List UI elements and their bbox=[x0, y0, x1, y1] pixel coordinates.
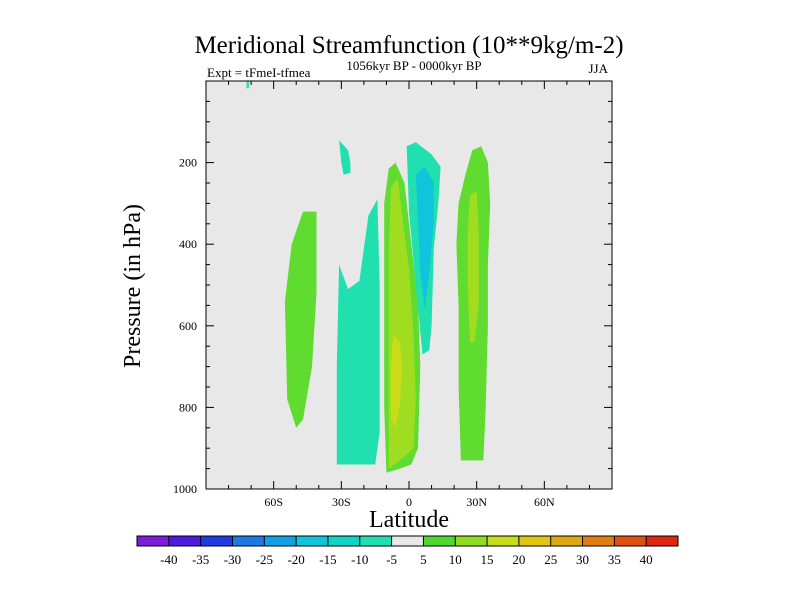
y-tick-label: 400 bbox=[179, 237, 197, 251]
contour-region-equatorial-upper-core bbox=[391, 189, 398, 241]
colorbar-swatch bbox=[455, 536, 488, 546]
colorbar-label: 10 bbox=[449, 552, 462, 567]
contour-region-sh-mid-positive bbox=[284, 211, 317, 428]
x-tick-label: 60S bbox=[264, 495, 283, 509]
colorbar-label: -30 bbox=[224, 552, 241, 567]
colorbar-label: -5 bbox=[386, 552, 397, 567]
chart-title: Meridional Streamfunction (10**9kg/m-2) bbox=[194, 32, 623, 59]
colorbar-label: -10 bbox=[351, 552, 368, 567]
colorbar-swatch bbox=[264, 536, 297, 546]
y-tick-label: 200 bbox=[179, 156, 197, 170]
colorbar-swatch bbox=[646, 536, 679, 546]
colorbar-label: 25 bbox=[544, 552, 557, 567]
colorbar: -40 -35 -30 -25 -20 -15 -10 -5 5 10 15 20 25 30 35 40 bbox=[136, 535, 679, 567]
colorbar-swatch bbox=[518, 536, 551, 546]
contour-region-sh-subtropic-negative bbox=[336, 199, 380, 465]
colorbar-swatch bbox=[232, 536, 265, 546]
colorbar-swatch bbox=[327, 536, 361, 546]
colorbar-swatch bbox=[487, 536, 520, 546]
x-tick-label: 30S bbox=[332, 495, 351, 509]
y-tick-label: 600 bbox=[179, 319, 197, 333]
y-tick-label: 1000 bbox=[173, 482, 197, 496]
contour-region-nh-tropic-negative-inner bbox=[415, 166, 434, 310]
colorbar-label: -20 bbox=[287, 552, 304, 567]
colorbar-swatch bbox=[550, 536, 583, 546]
experiment-label: Expt = tFmeI-tfmea bbox=[207, 65, 311, 80]
colorbar-label: 40 bbox=[640, 552, 653, 567]
colorbar-label: -15 bbox=[319, 552, 336, 567]
colorbar-swatch bbox=[296, 536, 329, 546]
colorbar-label: -35 bbox=[192, 552, 209, 567]
y-tick-label: 800 bbox=[179, 400, 197, 414]
colorbar-label: 5 bbox=[420, 552, 427, 567]
x-axis-label: Latitude bbox=[369, 507, 449, 533]
colorbar-label: 20 bbox=[512, 552, 525, 567]
contour-region-sh-upper-negative-patch bbox=[339, 140, 351, 175]
colorbar-label: 15 bbox=[481, 552, 494, 567]
colorbar-swatch bbox=[359, 536, 392, 546]
x-tick-label: 0 bbox=[406, 495, 412, 509]
season-label: JJA bbox=[588, 61, 608, 76]
contour-region-equatorial-positive-core bbox=[391, 334, 403, 428]
x-tick-label: 60N bbox=[534, 495, 555, 509]
colorbar-swatch bbox=[391, 536, 424, 546]
x-tick-label: 30N bbox=[466, 495, 487, 509]
contour-region-polar-tiny-negative bbox=[246, 81, 249, 89]
colorbar-frame bbox=[136, 535, 679, 547]
colorbar-swatch bbox=[200, 536, 233, 546]
colorbar-label: 30 bbox=[576, 552, 589, 567]
colorbar-swatch bbox=[614, 536, 647, 546]
colorbar-label: -40 bbox=[160, 552, 177, 567]
colorbar-swatch bbox=[423, 536, 456, 546]
contour-regions bbox=[246, 81, 491, 473]
colorbar-swatch bbox=[137, 536, 170, 546]
contour-region-nh-subtropic-positive-inner bbox=[467, 191, 479, 343]
colorbar-label: 35 bbox=[608, 552, 621, 567]
axis-ticks: 60S 30S 0 30N 60N 200 400 600 800 1000 bbox=[173, 81, 612, 509]
colorbar-swatch bbox=[168, 536, 201, 546]
period-label: 1056kyr BP - 0000kyr BP bbox=[346, 58, 481, 73]
colorbar-label: -25 bbox=[256, 552, 273, 567]
y-axis-label: Pressure (in hPa) bbox=[120, 204, 146, 368]
colorbar-swatch bbox=[582, 536, 615, 546]
